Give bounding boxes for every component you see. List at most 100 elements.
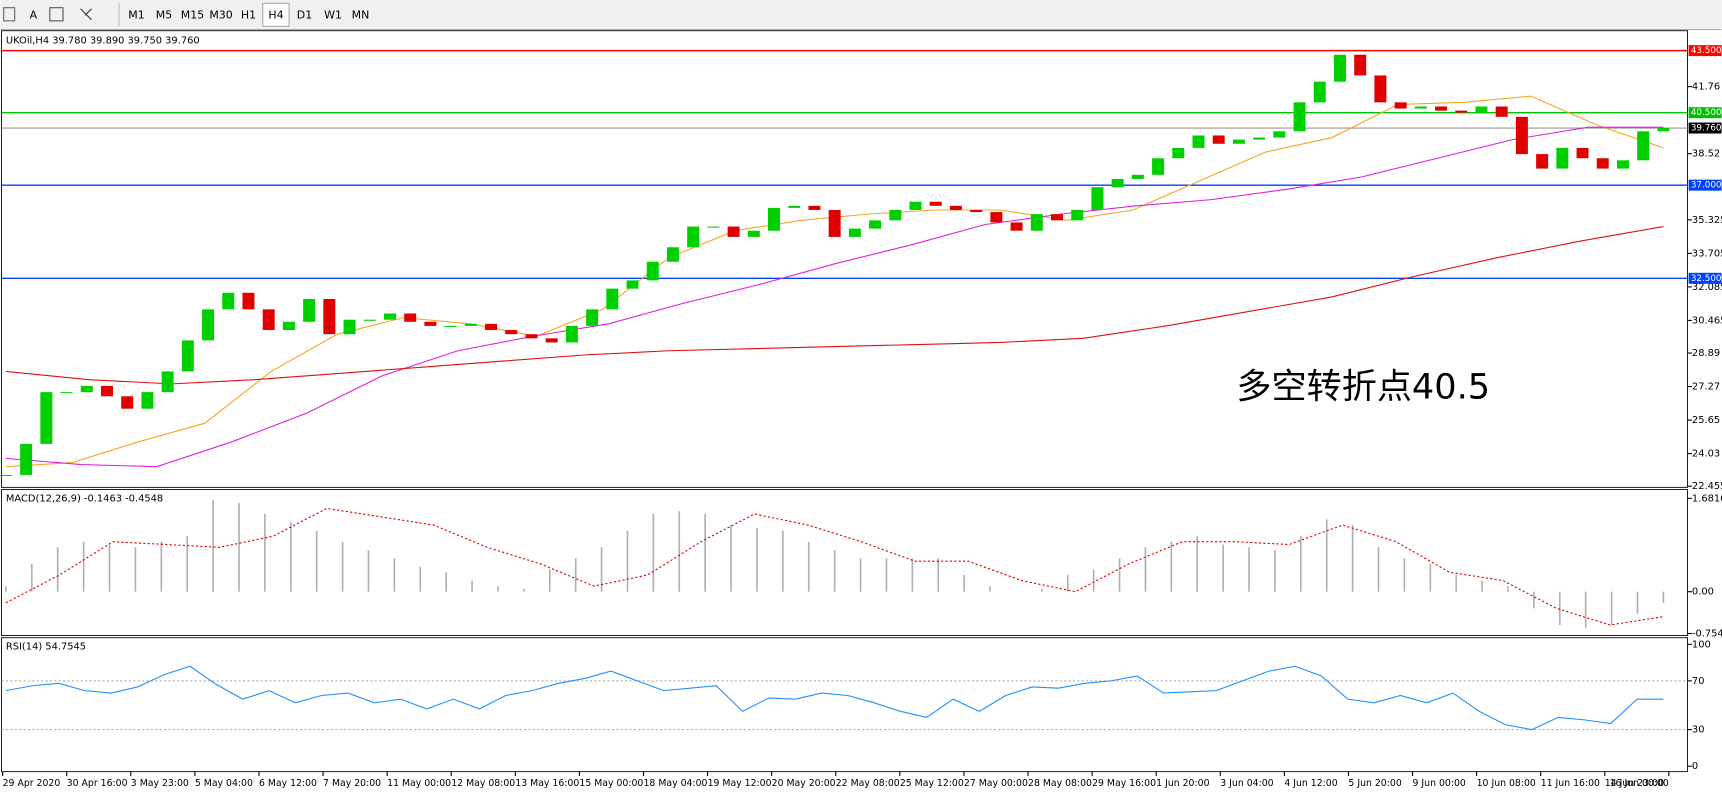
x-tick-label: 29 Apr 2020 [3,778,61,789]
text-label-icon[interactable] [49,7,64,22]
macd-tick-label: 1.6816 [1692,493,1722,504]
candle [1051,214,1063,221]
rsi-panel [1,637,1688,773]
candle [444,325,457,328]
y-tick-label: 22.455 [1692,481,1722,492]
x-tick-label: 25 May 12:00 [900,778,964,789]
level-tag [1688,272,1722,284]
candle [1556,147,1569,169]
timeframe-button[interactable]: D1 [297,8,312,21]
y-tick-label: 30.465 [1692,315,1722,326]
macd-panel [1,489,1688,636]
candle [80,385,93,393]
timeframe-button[interactable]: A [30,8,38,21]
x-tick-label: 28 May 08:00 [1028,778,1092,789]
main-panel [1,30,1688,488]
candle [666,247,679,262]
y-tick-label: 25.65 [1692,415,1720,426]
candle [828,209,841,237]
candle [1414,106,1427,109]
y-tick-label: 32.085 [1692,282,1722,293]
timeframe-button[interactable]: M30 [209,8,232,21]
candle [222,292,235,310]
macd-header: MACD(12,26,9) -0.1463 -0.4548 [6,493,163,504]
active-button [262,2,290,27]
moving-average [5,226,1664,385]
timeframe-button[interactable]: H4 [268,8,283,21]
timeframe-button[interactable]: W1 [324,8,342,21]
current-price-tag [1688,122,1722,134]
candle [525,334,538,339]
candle [60,392,73,394]
x-tick-label: 11 May 00:00 [387,778,451,789]
candle [1293,102,1306,132]
toolbar [0,0,1722,30]
timeframe-button[interactable]: M5 [156,8,172,21]
level-tag [1688,45,1722,57]
candle [1455,110,1468,113]
timeframe-button[interactable]: M15 [181,8,204,21]
x-tick-label: 5 May 04:00 [195,778,253,789]
timeframe-button[interactable]: H1 [241,8,256,21]
candle [424,321,437,326]
candle [343,319,356,335]
candle [1091,187,1104,210]
x-tick-label: 3 Jun 04:00 [1220,778,1273,789]
candle [909,201,922,210]
candle [1071,209,1084,221]
macd-tick-label: -0.7544 [1692,629,1722,640]
menu-icon[interactable] [3,7,16,22]
level-tag [1688,107,1722,119]
candle [40,392,53,444]
x-tick-label: 27 May 00:00 [964,778,1028,789]
candle [646,261,659,281]
rsi-tick-label: 100 [1692,639,1711,650]
x-tick-label: 18 May 04:00 [643,778,707,789]
x-tick-label: 15 May 00:00 [579,778,643,789]
candle [1616,160,1629,169]
x-tick-label: 30 Apr 16:00 [67,778,128,789]
candle [768,207,781,231]
candle [1131,174,1144,179]
candle [949,205,962,210]
objects-icon[interactable] [80,8,92,21]
candle [1576,147,1589,159]
candle [889,209,902,221]
candle [1333,54,1346,82]
candle [1657,128,1670,132]
candle [121,396,134,409]
current-price-label: 39.760 [1691,124,1722,134]
candle [1172,147,1185,159]
candle [1010,222,1023,231]
candle [545,338,558,343]
y-tick-label: 27.27 [1692,382,1720,393]
x-tick-label: 29 May 16:00 [1092,778,1156,789]
y-tick-label: 24.03 [1692,449,1720,460]
x-tick-label: 22 May 08:00 [836,778,900,789]
candle [747,230,760,237]
candle [1596,158,1609,169]
timeframe-button[interactable]: MN [352,8,370,21]
candle [1313,81,1326,103]
candle [1637,131,1650,161]
candle [485,323,498,331]
annotation: 多空转折点40.5 [1236,367,1490,408]
timeframe-button[interactable]: M1 [128,8,144,21]
x-tick-label: 6 May 12:00 [259,778,317,789]
candle [20,443,33,475]
candle [990,212,1003,223]
x-tick-label: 1 Jun 20:00 [1156,778,1209,789]
candle [464,323,477,326]
macd-tick-label: 0.00 [1692,587,1714,598]
candle [565,325,578,343]
x-tick-label: 9 Jun 00:00 [1413,778,1466,789]
candle [626,280,639,289]
x-tick-label: 7 May 20:00 [323,778,381,789]
candle [1212,135,1225,144]
candle [383,313,396,320]
candle [707,226,720,228]
candle [808,205,821,210]
x-tick-label: 11 Jun 16:00 [1541,778,1600,789]
